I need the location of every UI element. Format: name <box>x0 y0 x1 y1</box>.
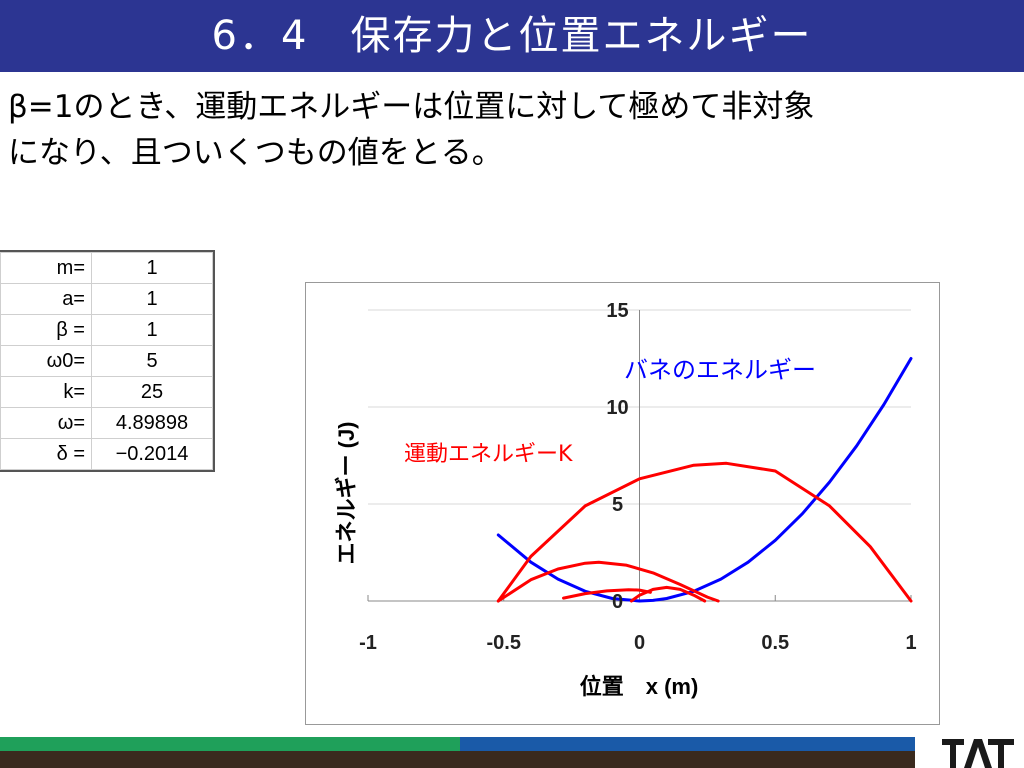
title-bar <box>0 0 1024 72</box>
body-line-1: β=1のとき、運動エネルギーは位置に対して極めて非対象 <box>8 89 815 125</box>
y-tick-label: 10 <box>606 397 628 419</box>
parameter-table: m= 1 a= 1 β = 1 ω0= 5 k= 25 ω= 4.89898 δ = −0.2… <box>0 250 215 472</box>
y-axis-label: エネルギー (J) <box>334 421 359 564</box>
param-row-omega: ω= 4.89898 <box>0 407 213 439</box>
y-tick-label: 0 <box>612 591 623 613</box>
energy-chart: 0 5 10 15 -1 -0.5 0 0.5 1 エネルギー (J) 位置 x (m) バネの… <box>305 282 940 725</box>
energy-chart-svg: 0 5 10 15 -1 -0.5 0 0.5 1 エネルギー (J) 位置 x (m) バネの… <box>334 300 917 699</box>
param-label: δ = <box>0 438 92 470</box>
series-line-4 <box>629 585 707 603</box>
param-value: 5 <box>91 345 213 377</box>
param-value: 1 <box>91 252 213 284</box>
x-tick-label: 0 <box>634 632 645 654</box>
param-value: 1 <box>91 314 213 346</box>
param-value: −0.2014 <box>91 438 213 470</box>
annotation-kinetic-energy: 運動エネルギーK <box>404 442 573 467</box>
param-value: 4.89898 <box>91 407 213 439</box>
param-label: a= <box>0 283 92 315</box>
param-row-a: a= 1 <box>0 283 213 315</box>
param-label: β = <box>0 314 92 346</box>
param-row-k: k= 25 <box>0 376 213 408</box>
x-tick-label: 1 <box>905 632 916 654</box>
param-row-omega0: ω0= 5 <box>0 345 213 377</box>
footer-dark-band <box>0 751 915 768</box>
tick-labels: 0 5 10 15 -1 -0.5 0 0.5 1 <box>359 300 916 654</box>
param-row-beta: β = 1 <box>0 314 213 346</box>
annotation-spring-energy: バネのエネルギー <box>624 356 816 384</box>
y-tick-label: 5 <box>612 494 623 516</box>
x-tick-label: -1 <box>359 632 377 654</box>
series-line-5 <box>562 588 652 600</box>
param-value: 1 <box>91 283 213 315</box>
body-line-2: になり、且ついくつもの値をとる。 <box>8 135 503 171</box>
param-label: m= <box>0 252 92 284</box>
y-tick-label: 15 <box>606 300 628 322</box>
body-text: β=1のとき、運動エネルギーは位置に対して極めて非対象 になり、且ついくつもの値… <box>8 84 1013 176</box>
param-row-delta: δ = −0.2014 <box>0 438 213 470</box>
param-value: 25 <box>91 376 213 408</box>
series-lines <box>496 357 913 603</box>
param-label: ω= <box>0 407 92 439</box>
series-line-1 <box>496 357 913 603</box>
x-tick-label: -0.5 <box>487 632 521 654</box>
tat-logo-icon <box>942 739 1014 768</box>
param-label: k= <box>0 376 92 408</box>
param-label: ω0= <box>0 345 92 377</box>
footer-green-band <box>0 737 460 751</box>
tat-logo <box>930 733 1024 768</box>
slide-title: 6．4 保存力と位置エネルギー <box>211 13 813 59</box>
x-axis-label: 位置 x (m) <box>580 674 699 699</box>
param-row-m: m= 1 <box>0 252 213 284</box>
x-tick-label: 0.5 <box>761 632 789 654</box>
footer-blue-band <box>460 737 915 751</box>
series-line-3 <box>496 560 720 603</box>
series-line-2 <box>496 461 913 603</box>
